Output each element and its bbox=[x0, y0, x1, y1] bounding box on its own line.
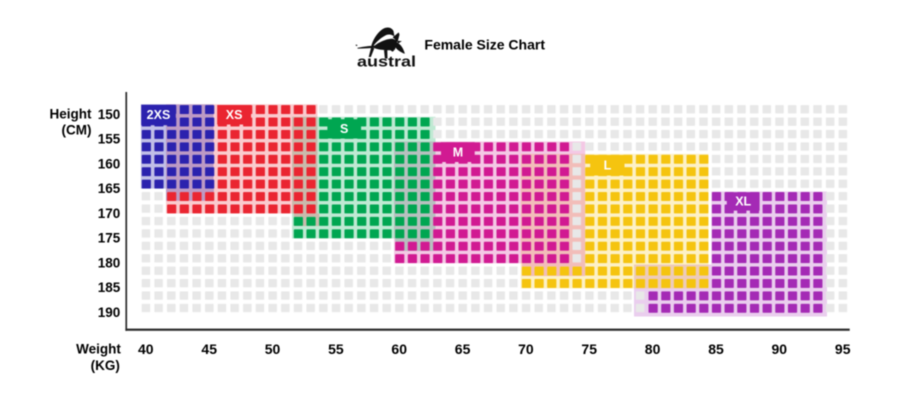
svg-text:L: L bbox=[604, 158, 612, 172]
svg-text:Weight: Weight bbox=[76, 342, 121, 357]
svg-text:Height: Height bbox=[50, 106, 93, 121]
svg-text:50: 50 bbox=[265, 341, 281, 357]
svg-text:XL: XL bbox=[735, 195, 751, 209]
svg-text:45: 45 bbox=[201, 341, 217, 357]
svg-text:(KG): (KG) bbox=[91, 358, 120, 373]
svg-text:65: 65 bbox=[455, 341, 471, 357]
svg-text:(CM): (CM) bbox=[62, 123, 92, 138]
svg-text:70: 70 bbox=[518, 341, 534, 357]
svg-text:185: 185 bbox=[98, 280, 121, 295]
svg-text:190: 190 bbox=[98, 305, 121, 320]
svg-text:85: 85 bbox=[708, 341, 724, 357]
svg-text:75: 75 bbox=[581, 341, 597, 357]
svg-text:175: 175 bbox=[98, 231, 121, 246]
svg-text:165: 165 bbox=[98, 181, 121, 196]
svg-text:170: 170 bbox=[98, 206, 121, 221]
svg-text:M: M bbox=[453, 145, 463, 159]
svg-text:60: 60 bbox=[391, 341, 407, 357]
svg-text:XS: XS bbox=[226, 108, 243, 122]
svg-text:Female Size Chart: Female Size Chart bbox=[424, 36, 545, 52]
svg-text:2XS: 2XS bbox=[147, 108, 171, 122]
svg-text:90: 90 bbox=[772, 341, 788, 357]
svg-text:austral: austral bbox=[357, 54, 416, 70]
svg-text:180: 180 bbox=[98, 255, 121, 270]
svg-text:55: 55 bbox=[328, 341, 344, 357]
svg-text:80: 80 bbox=[645, 341, 661, 357]
svg-text:160: 160 bbox=[98, 157, 121, 172]
svg-text:155: 155 bbox=[98, 132, 121, 147]
svg-text:40: 40 bbox=[138, 341, 154, 357]
svg-text:S: S bbox=[340, 122, 348, 136]
svg-text:95: 95 bbox=[835, 341, 851, 357]
svg-text:150: 150 bbox=[98, 107, 121, 122]
